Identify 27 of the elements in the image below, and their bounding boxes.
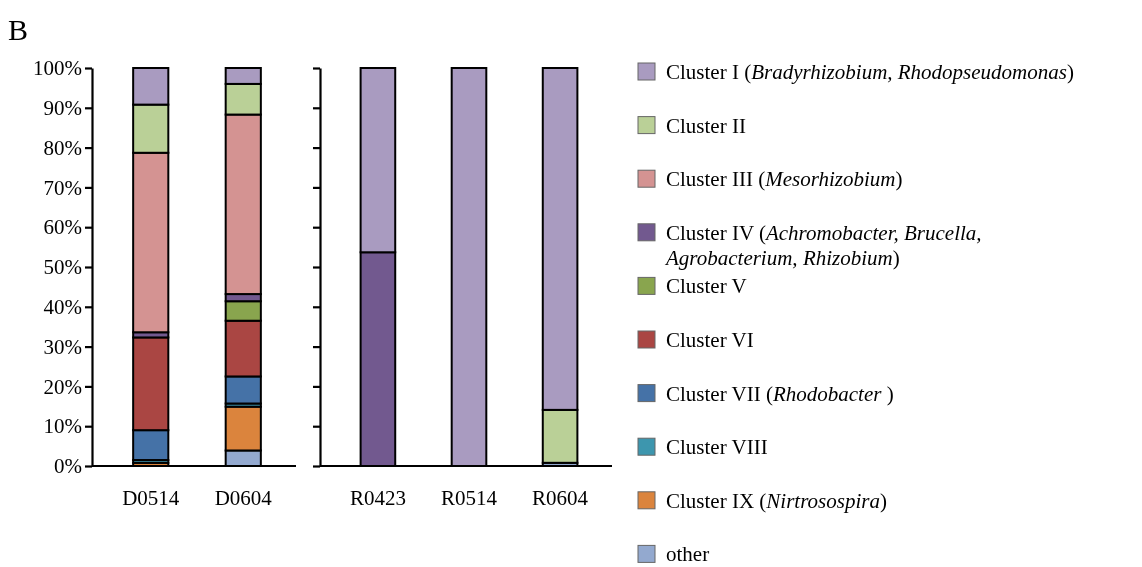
legend-label: Cluster VIII	[666, 435, 768, 460]
legend-label: Cluster III (Mesorhizobium)	[666, 167, 903, 192]
y-tick-label: 90%	[43, 96, 82, 121]
legend-label: Cluster V	[666, 274, 747, 299]
x-tick-label: R0514	[440, 485, 498, 510]
y-tick-label: 50%	[43, 255, 82, 280]
legend-label: other	[666, 542, 710, 567]
x-tick-label: R0423	[349, 485, 406, 510]
text: Cluster IV (Achromobacter, Brucella, Agrobacterium, Rhizobium)	[666, 220, 982, 270]
y-tick-label: 30%	[43, 334, 82, 359]
x-tick-label: D0604	[214, 485, 273, 510]
y-tick-label: 80%	[43, 135, 82, 160]
y-tick-label: 40%	[43, 295, 82, 320]
legend-label: Cluster VI	[666, 328, 754, 352]
legend-label: Cluster II	[666, 113, 746, 138]
x-tick-label: D0514	[122, 485, 180, 510]
y-tick-label: 60%	[43, 215, 82, 240]
legend-label: Cluster IX (Nirtrosospira)	[666, 488, 887, 513]
chart-title: B	[8, 13, 29, 46]
y-tick-label: 10%	[43, 414, 82, 439]
y-tick-label: 20%	[43, 374, 82, 399]
x-tick-label: R0604	[532, 485, 589, 510]
legend-label: Cluster I (Bradyrhizobium, Rhodopseudomonas)	[666, 60, 1074, 84]
y-tick-label: 0%	[54, 454, 82, 479]
legend-label: Cluster VII (Rhodobacter )	[666, 381, 894, 406]
y-tick-label: 100%	[33, 56, 82, 81]
y-tick-label: 70%	[43, 175, 82, 200]
